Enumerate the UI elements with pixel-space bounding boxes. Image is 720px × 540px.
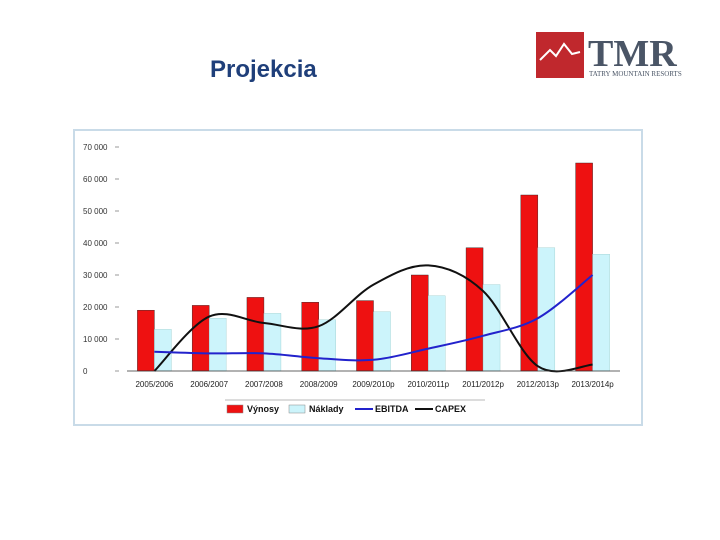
lines-group: [153, 264, 594, 373]
x-tick-label: 2010/2011p: [407, 380, 449, 389]
legend-label: EBITDA: [375, 404, 409, 414]
y-tick-label: 10 000: [83, 335, 108, 344]
legend: Výnosy Náklady EBITDA CAPEX: [225, 399, 485, 414]
bar-naklady: [482, 284, 501, 372]
logo-text: TMR: [588, 33, 677, 75]
bar-vynosy: [301, 301, 319, 372]
y-tick-label: 30 000: [83, 271, 108, 280]
bar-naklady: [318, 319, 336, 372]
x-tick-label: 2005/2006: [135, 380, 173, 389]
x-tick-label: 2007/2008: [245, 380, 283, 389]
y-tick-label: 60 000: [83, 175, 108, 184]
logo-subtitle: TATRY MOUNTAIN RESORTS: [589, 70, 682, 78]
y-tick-label: 0: [83, 367, 88, 376]
bar-naklady: [373, 311, 391, 372]
x-tick-label: 2011/2012p: [462, 380, 504, 389]
slide-title: Projekcia: [210, 56, 317, 83]
logo-mountain-icon: [539, 42, 581, 61]
bar-vynosy: [465, 247, 484, 372]
logo-red-square: [536, 32, 584, 78]
bar-naklady: [263, 313, 282, 372]
y-axis: 70 000 60 000 50 000 40 000 30 000 20 000 10 0…: [83, 143, 119, 376]
line-ebitda: [154, 274, 594, 362]
y-tick-label: 20 000: [83, 303, 108, 312]
line-capex: [153, 264, 593, 373]
x-tick-label: 2012/2013p: [517, 380, 560, 389]
bar-naklady: [592, 253, 610, 372]
bar-vynosy: [137, 309, 155, 372]
bars-group: [137, 162, 610, 372]
bar-vynosy: [575, 162, 593, 372]
bar-vynosy: [411, 274, 429, 372]
legend-label: Výnosy: [247, 404, 279, 414]
bar-naklady: [428, 295, 446, 372]
bar-vynosy: [191, 305, 210, 372]
legend-swatch: [288, 404, 306, 414]
y-tick-label: 50 000: [83, 207, 108, 216]
bar-naklady: [208, 317, 227, 372]
chart-frame: 70 000 60 000 50 000 40 000 30 000 20 000 10 0…: [73, 129, 643, 426]
tmr-logo: TMR TATRY MOUNTAIN RESORTS: [536, 32, 682, 78]
legend-swatch: [226, 404, 244, 414]
legend-label: Náklady: [309, 404, 344, 414]
x-tick-label: 2006/2007: [190, 380, 228, 389]
x-tick-label: 2013/2014p: [571, 380, 614, 389]
y-tick-label: 70 000: [83, 143, 108, 152]
bar-vynosy: [246, 297, 265, 372]
x-tick-label: 2009/2010p: [352, 380, 395, 389]
x-tick-label: 2008/2009: [300, 380, 338, 389]
bar-vynosy: [520, 194, 539, 372]
legend-label: CAPEX: [435, 404, 466, 414]
chart: 70 000 60 000 50 000 40 000 30 000 20 000 10 0…: [83, 143, 620, 414]
x-axis: 2005/2006 2006/2007 2007/2008 2008/2009 2009…: [127, 370, 620, 389]
y-tick-label: 40 000: [83, 239, 108, 248]
bar-naklady: [154, 329, 172, 372]
